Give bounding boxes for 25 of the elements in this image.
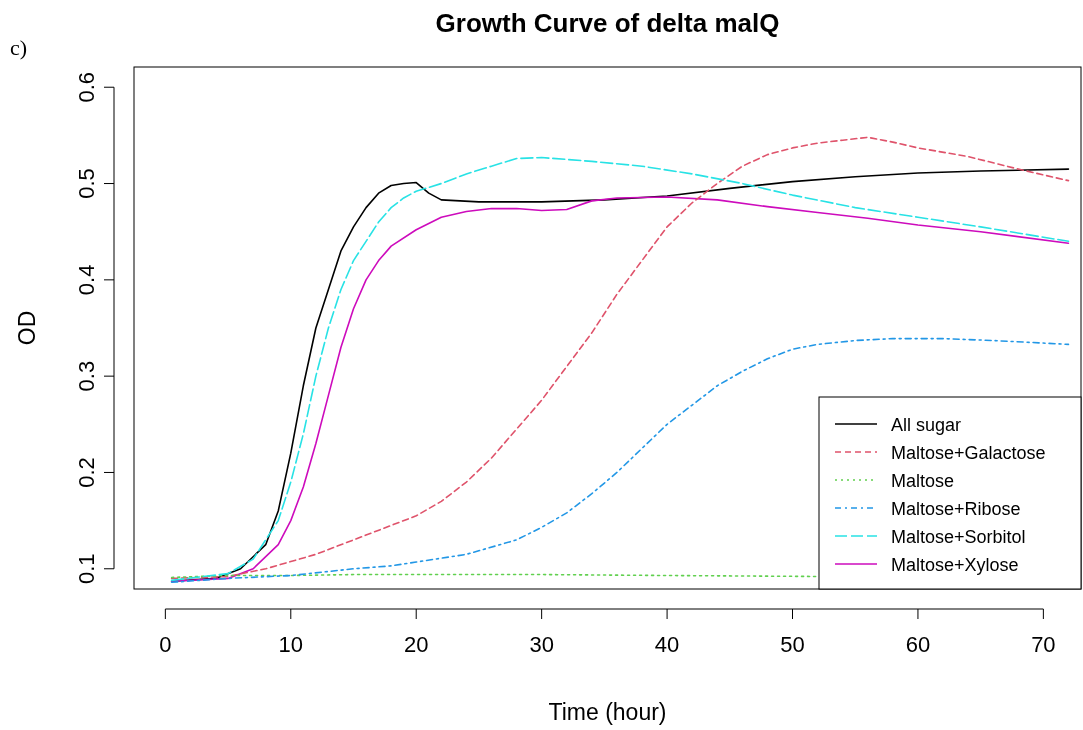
legend-label: Maltose <box>891 471 955 491</box>
line-series <box>170 337 1070 584</box>
x-tick-label: 40 <box>654 632 680 657</box>
legend-label: All sugar <box>891 415 962 435</box>
x-tick-label: 60 <box>905 632 931 657</box>
x-axis-title: Time (hour) <box>548 699 667 725</box>
text: c) <box>10 35 28 60</box>
y-tick-label: 0.2 <box>74 457 99 488</box>
x-tick-label: 30 <box>529 632 554 657</box>
y-tick-label: 0.6 <box>74 71 99 103</box>
chart-title: Growth Curve of delta malQ <box>435 8 780 38</box>
legend-label: Maltose+Galactose <box>891 443 1046 463</box>
y-tick-label: 0.4 <box>74 264 99 296</box>
y-tick-label: 0.3 <box>74 360 99 392</box>
legend-label: Maltose+Ribose <box>891 499 1021 519</box>
x-tick-label: 0 <box>159 632 172 657</box>
x-tick-label: 10 <box>278 632 304 657</box>
y-tick-label: 0.5 <box>74 168 99 199</box>
x-tick-label: 20 <box>403 632 429 657</box>
y-axis-title: OD <box>14 310 40 346</box>
y-tick-label: 0.1 <box>74 553 99 585</box>
x-tick-label: 70 <box>1031 632 1056 657</box>
x-tick-label: 50 <box>780 632 805 657</box>
legend-label: Maltose+Sorbitol <box>891 527 1026 547</box>
legend-label: Maltose+Xylose <box>891 555 1019 575</box>
